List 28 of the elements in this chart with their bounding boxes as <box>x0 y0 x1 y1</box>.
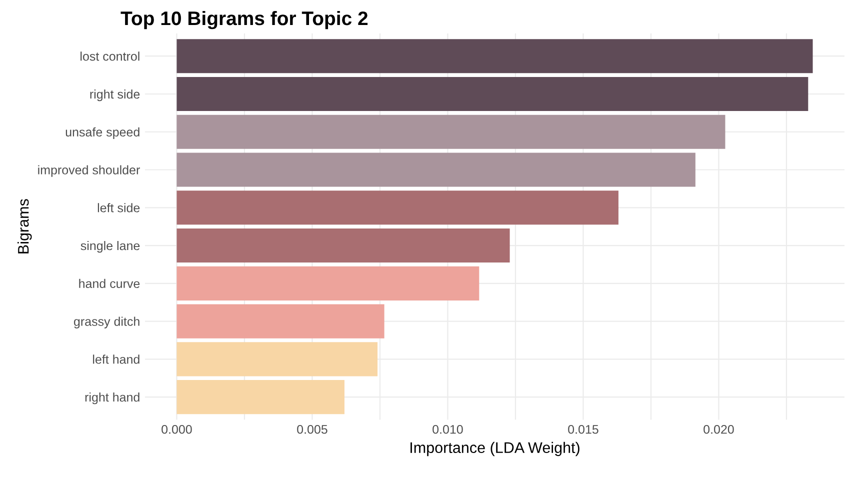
bar <box>176 39 813 74</box>
y-tick-label: improved shoulder <box>38 165 140 177</box>
x-axis-title: Importance (LDA Weight) <box>410 442 580 456</box>
y-axis-title: Bigrams <box>18 199 32 254</box>
y-tick-label: left hand <box>93 354 140 364</box>
y-tick-label: lost control <box>80 52 140 61</box>
x-tick-label: 0.020 <box>704 424 734 434</box>
bar <box>176 76 808 112</box>
bar <box>176 152 696 187</box>
bar <box>176 190 618 225</box>
y-tick-label: grassy ditch <box>74 316 140 328</box>
bar <box>176 266 480 300</box>
bar <box>176 304 384 338</box>
y-tick-label: unsafe speed <box>66 127 140 139</box>
bar <box>176 228 510 263</box>
x-tick-label: 0.005 <box>297 424 328 434</box>
y-tick-label: right hand <box>85 392 140 404</box>
bar <box>176 114 726 149</box>
y-tick-label: hand curve <box>79 278 140 288</box>
x-tick-label: 0.010 <box>432 424 463 434</box>
y-tick-label: right side <box>90 89 140 102</box>
bar <box>176 342 378 376</box>
y-tick-label: left side <box>98 203 140 212</box>
chart-title: Top 10 Bigrams for Topic 2 <box>120 10 368 30</box>
x-tick-label: 0.000 <box>162 424 192 434</box>
x-tick-label: 0.015 <box>568 424 598 434</box>
bar <box>176 380 344 414</box>
y-tick-label: single lane <box>80 240 140 253</box>
